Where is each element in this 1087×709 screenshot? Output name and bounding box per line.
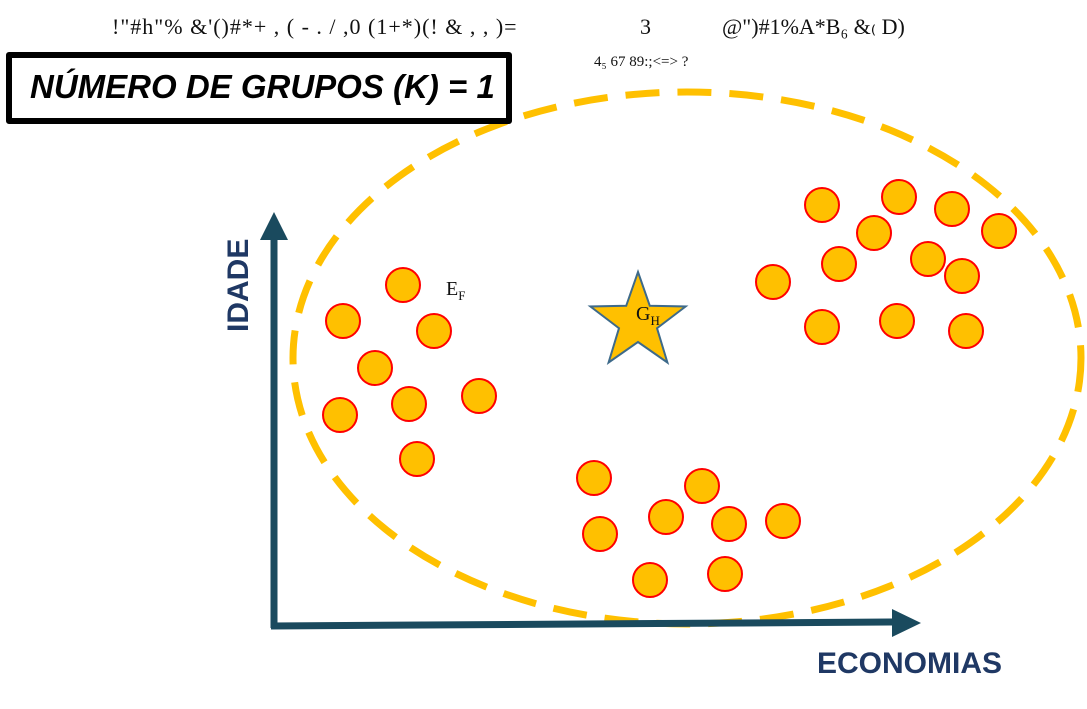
data-point [712,507,746,541]
data-point [945,259,979,293]
data-point [949,314,983,348]
data-point [326,304,360,338]
data-point [323,398,357,432]
data-point [935,192,969,226]
data-point [358,351,392,385]
x-axis-label: ECONOMIAS [817,647,1002,681]
data-point [685,469,719,503]
data-point [462,379,496,413]
data-point [417,314,451,348]
data-point [766,504,800,538]
data-point [577,461,611,495]
data-point [857,216,891,250]
data-point [880,304,914,338]
data-point [649,500,683,534]
data-point [386,268,420,302]
page-title: NÚMERO DE GRUPOS (K) = 1 [30,68,495,106]
y-axis-label: IDADE [222,239,256,332]
y-axis-arrow [260,212,288,240]
data-point [805,188,839,222]
data-point [805,310,839,344]
title-box: NÚMERO DE GRUPOS (K) = 1 [6,52,512,124]
data-point [708,557,742,591]
data-point [982,214,1016,248]
data-point [911,242,945,276]
data-point [400,442,434,476]
centroid-label: GH [636,303,660,329]
x-axis [271,622,896,626]
data-point [756,265,790,299]
data-point [583,517,617,551]
point-label-e: EF [446,278,465,304]
data-point [882,180,916,214]
cluster-ellipse [293,92,1081,624]
data-points [323,180,1016,597]
data-point [392,387,426,421]
x-axis-arrow [892,609,921,637]
data-point [822,247,856,281]
data-point [633,563,667,597]
